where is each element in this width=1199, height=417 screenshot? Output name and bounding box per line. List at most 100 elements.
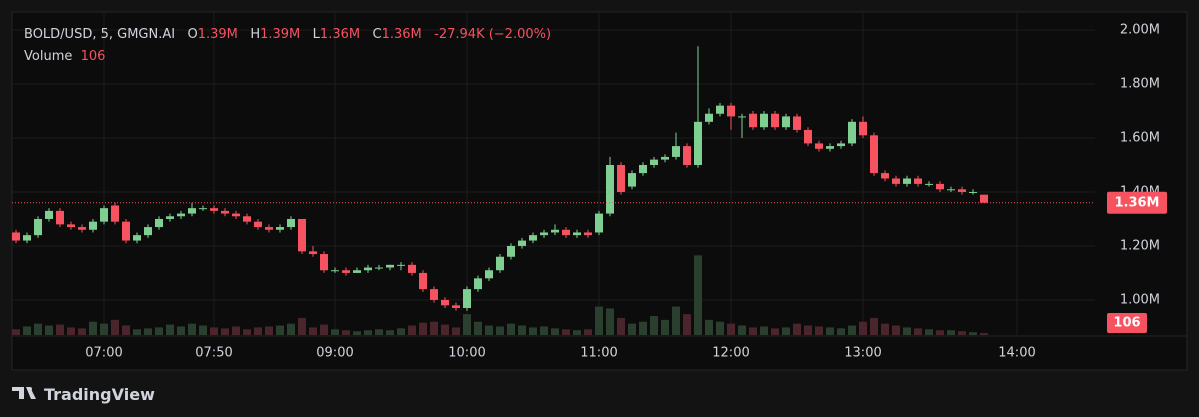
volume-bar	[375, 329, 383, 335]
candle-body	[771, 113, 779, 128]
volume-bar	[617, 317, 625, 335]
volume-bar	[518, 325, 526, 335]
volume-bar	[45, 325, 53, 335]
candle-body	[595, 213, 603, 233]
candle-body	[144, 227, 152, 236]
volume-bar	[342, 330, 350, 335]
y-tick-label: 1.60M	[1120, 131, 1160, 146]
candle-body	[166, 216, 174, 219]
candle-body	[749, 113, 757, 128]
candle-body	[903, 178, 911, 184]
candle-body	[320, 254, 328, 271]
ohlc-value: 1.39M	[260, 27, 301, 42]
volume-bar	[452, 327, 460, 335]
volume-bar	[551, 328, 559, 335]
last-price-label: 1.36M	[1114, 195, 1159, 210]
x-tick-label: 13:00	[844, 346, 881, 361]
volume-badge	[1107, 313, 1147, 333]
volume-bar	[705, 319, 713, 335]
volume-title: Volume	[24, 49, 73, 64]
candle-body	[45, 210, 53, 219]
volume-bar	[947, 330, 955, 335]
candle-body	[243, 216, 251, 222]
candle-body	[474, 278, 482, 290]
volume-bar	[23, 326, 31, 335]
candle-body	[122, 221, 130, 241]
candle-body	[804, 129, 812, 144]
candle-body	[815, 143, 823, 149]
symbol: BOLD/USD, 5, GMGN.AI	[24, 27, 176, 42]
volume-bar	[848, 325, 856, 335]
candle-body	[419, 272, 427, 290]
volume-bar	[34, 323, 42, 335]
candle-body	[287, 218, 295, 228]
candle-body	[793, 116, 801, 130]
candle-body	[672, 146, 680, 157]
volume-bar	[903, 327, 911, 335]
volume-bar	[870, 317, 878, 335]
volume-bar	[78, 328, 86, 335]
candle-body	[540, 232, 548, 236]
candle-body	[386, 264, 394, 268]
volume-bar	[628, 323, 636, 335]
volume-bar	[243, 329, 251, 335]
volume-bar	[430, 321, 438, 335]
candle-body	[639, 165, 647, 174]
volume-bar	[100, 323, 108, 335]
candle-body	[34, 218, 42, 236]
candle-body	[12, 232, 20, 241]
volume-bar	[540, 326, 548, 335]
volume-bar	[89, 321, 97, 335]
volume-bar	[67, 327, 75, 335]
volume-value: 106	[80, 49, 106, 64]
volume-bar	[716, 321, 724, 335]
candle-body	[958, 189, 966, 192]
candle-body	[221, 210, 229, 214]
volume-bar	[56, 324, 64, 335]
candle-body	[529, 235, 537, 241]
candle-body	[100, 208, 108, 222]
volume-bar	[397, 328, 405, 335]
ohlc-key: H	[250, 27, 261, 42]
axes: 1.00M1.20M1.40M1.60M1.80M2.00M07:0007:50…	[12, 23, 1167, 361]
volume-badge-label: 106	[1113, 316, 1140, 331]
volume-bar	[760, 326, 768, 335]
plot	[12, 46, 988, 335]
volume-bar	[738, 325, 746, 335]
volume-bar	[749, 327, 757, 335]
volume-bar	[507, 323, 515, 335]
candle-body	[947, 189, 955, 191]
volume-bar	[166, 324, 174, 335]
volume-bar	[265, 326, 273, 335]
volume-bar	[276, 325, 284, 335]
candle-body	[309, 251, 317, 255]
volume-bar	[606, 308, 614, 335]
candle-body	[870, 135, 878, 174]
volume-bar	[254, 327, 262, 335]
volume-bar	[859, 321, 867, 335]
candle-body	[452, 305, 460, 309]
candle-body	[562, 229, 570, 236]
candle-body	[617, 165, 625, 192]
candle-body	[463, 289, 471, 309]
candle-body	[397, 264, 405, 266]
candle-body	[628, 173, 636, 187]
volume-bar	[727, 323, 735, 335]
candle-body	[705, 113, 713, 122]
candle-body	[375, 267, 383, 269]
volume-bar	[309, 327, 317, 335]
legend: BOLD/USD, 5, GMGN.AI O1.39M H1.39M L1.36…	[24, 24, 551, 68]
volume-bar	[826, 327, 834, 335]
volume-row: Volume 106	[24, 46, 551, 68]
candle-body	[892, 178, 900, 184]
candle-body	[650, 159, 658, 165]
candle-body	[507, 245, 515, 257]
grid	[12, 12, 1095, 335]
volume-bar	[133, 329, 141, 335]
candle-body	[925, 183, 933, 185]
x-tick-label: 09:00	[316, 346, 353, 361]
candle-body	[23, 235, 31, 241]
volume-bar	[661, 319, 669, 335]
ohlc-key: O	[187, 27, 198, 42]
